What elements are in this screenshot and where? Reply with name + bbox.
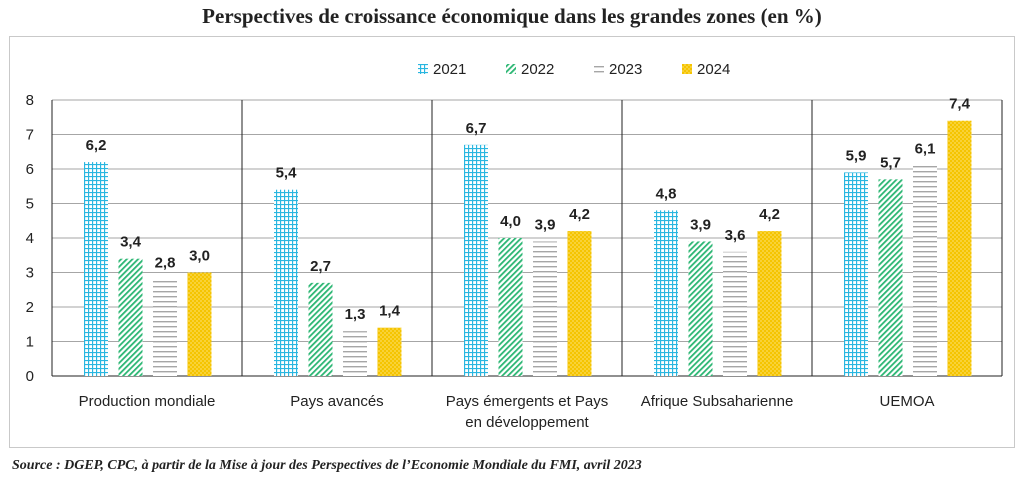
legend-label-2021: 2021 bbox=[433, 61, 466, 78]
y-tick-label: 7 bbox=[26, 127, 34, 144]
y-tick-label: 3 bbox=[26, 265, 34, 282]
y-tick-label: 2 bbox=[26, 299, 34, 316]
bar-2022 bbox=[308, 282, 333, 376]
y-tick-label: 5 bbox=[26, 196, 34, 213]
bar-2021 bbox=[654, 210, 678, 376]
legend-swatch-2021 bbox=[418, 64, 428, 74]
y-tick-label: 0 bbox=[26, 368, 34, 385]
data-label: 3,6 bbox=[725, 227, 746, 244]
x-category-label: Pays avancés bbox=[290, 393, 383, 410]
x-category-label: UEMOA bbox=[879, 393, 934, 410]
bar-2023 bbox=[723, 251, 747, 376]
bar-2022 bbox=[498, 238, 523, 376]
y-tick-label: 8 bbox=[26, 92, 34, 109]
bar-2024 bbox=[757, 231, 782, 376]
bar-2021 bbox=[274, 189, 298, 376]
data-label: 6,1 bbox=[915, 141, 936, 158]
bar-2023 bbox=[343, 331, 367, 376]
chart-title: Perspectives de croissance économique da… bbox=[202, 4, 822, 28]
bar-2024 bbox=[567, 231, 592, 376]
data-label: 6,2 bbox=[86, 137, 107, 154]
legend-swatch-2024 bbox=[682, 64, 692, 74]
bar-2022 bbox=[118, 258, 143, 376]
x-category-label: Afrique Subsaharienne bbox=[641, 393, 794, 410]
data-label: 2,8 bbox=[155, 254, 176, 271]
data-label: 1,4 bbox=[379, 303, 401, 320]
data-label: 4,0 bbox=[500, 213, 521, 230]
data-label: 7,4 bbox=[949, 96, 971, 113]
legend-swatch-2023 bbox=[594, 64, 604, 74]
bar-2023 bbox=[913, 165, 937, 376]
bar-2024 bbox=[187, 272, 212, 376]
data-label: 2,7 bbox=[310, 258, 331, 275]
bar-2024 bbox=[947, 120, 972, 376]
bar-2022 bbox=[688, 241, 713, 376]
legend-label-2023: 2023 bbox=[609, 61, 642, 78]
bar-2024 bbox=[377, 327, 402, 376]
data-label: 3,0 bbox=[189, 248, 210, 265]
bar-2021 bbox=[84, 162, 108, 376]
data-label: 5,4 bbox=[276, 165, 298, 182]
bar-2021 bbox=[464, 144, 488, 376]
bar-2023 bbox=[533, 241, 557, 376]
data-label: 1,3 bbox=[345, 306, 366, 323]
x-category-label: Production mondiale bbox=[79, 393, 216, 410]
data-label: 4,8 bbox=[656, 185, 677, 202]
data-label: 4,2 bbox=[759, 206, 780, 223]
data-label: 3,4 bbox=[120, 234, 142, 251]
data-label: 3,9 bbox=[690, 216, 711, 233]
bar-2022 bbox=[878, 179, 903, 376]
data-label: 4,2 bbox=[569, 206, 590, 223]
legend-label-2022: 2022 bbox=[521, 61, 554, 78]
chart-frame bbox=[9, 36, 1015, 448]
data-label: 6,7 bbox=[466, 120, 487, 137]
data-label: 5,9 bbox=[846, 147, 867, 164]
y-tick-label: 6 bbox=[26, 161, 34, 178]
data-label: 5,7 bbox=[880, 154, 901, 171]
bar-2021 bbox=[844, 172, 868, 376]
legend-label-2024: 2024 bbox=[697, 61, 730, 78]
legend-swatch-2022 bbox=[506, 64, 516, 74]
y-tick-label: 1 bbox=[26, 334, 34, 351]
y-tick-label: 4 bbox=[26, 230, 34, 247]
source-note: Source : DGEP, CPC, à partir de la Mise … bbox=[12, 458, 642, 473]
x-category-label: Pays émergents et Pays en développement bbox=[446, 393, 609, 431]
data-label: 3,9 bbox=[535, 216, 556, 233]
bar-2023 bbox=[153, 279, 177, 376]
